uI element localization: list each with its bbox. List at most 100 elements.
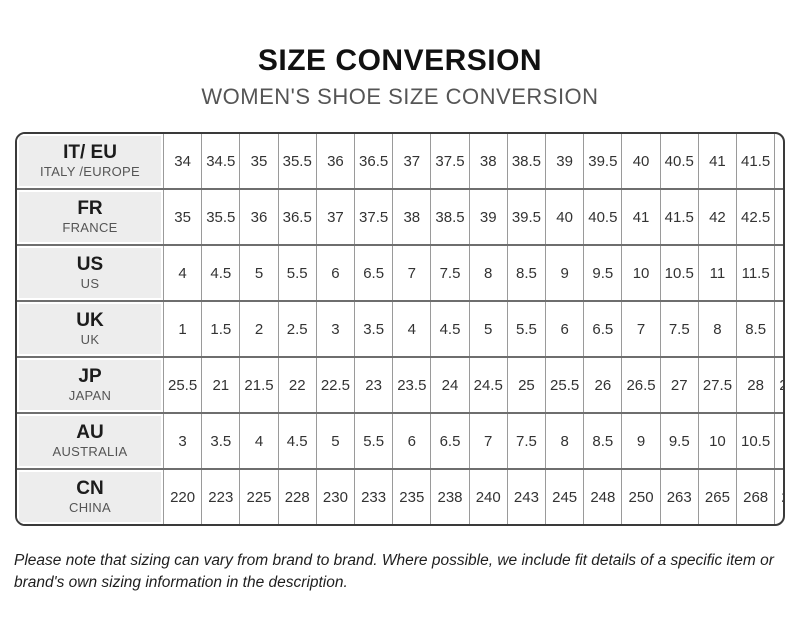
row-header: UK UK (17, 300, 164, 357)
size-cell: 5.5 (506, 300, 546, 357)
size-cell: 39 (545, 134, 584, 189)
size-cell: 40.5 (583, 188, 622, 245)
size-cell: 5.5 (277, 244, 317, 301)
size-cell: 1.5 (201, 300, 240, 357)
row-code-label: IT/ EU (63, 142, 117, 163)
size-cell: 39.5 (506, 188, 546, 245)
size-cell: 4.5 (201, 244, 240, 301)
size-cell: 39.5 (583, 134, 622, 189)
size-cell: 38 (468, 134, 508, 189)
size-cell: 34 (162, 134, 202, 189)
size-cell: 6 (315, 244, 355, 301)
size-cell: 22.5 (315, 356, 355, 413)
size-conversion-table: IT/ EU ITALY /EUROPE 34 34.5 35 35.5 36 36.5 37 3… (17, 134, 783, 524)
size-cell: 12 (774, 244, 783, 301)
size-cell: 11.5 (736, 244, 775, 301)
size-cell: 41.5 (736, 134, 775, 189)
size-cell: 35 (162, 188, 202, 245)
row-code-label: FR (77, 198, 103, 219)
size-cell: 6.5 (354, 244, 393, 301)
size-cell: 238 (430, 468, 470, 524)
table-row: AU AUSTRALIA 3 3.5 4 4.5 5 5.5 6 6.5 7 7.5 8 8.5 9 9.5 1… (17, 412, 783, 469)
size-cell: 8 (468, 244, 508, 301)
size-cell: 248 (583, 468, 622, 524)
size-cell: 25.5 (545, 356, 584, 413)
size-cell: 36 (315, 134, 355, 189)
size-cell: 10.5 (736, 412, 775, 469)
size-cell: 11 (774, 412, 783, 469)
size-cell: 28 (736, 356, 775, 413)
size-cell: 41 (621, 188, 661, 245)
size-cell: 42 (697, 188, 737, 245)
size-cell: 40.5 (659, 134, 699, 189)
size-cell: 7.5 (659, 300, 699, 357)
size-cell: 25 (506, 356, 546, 413)
size-cell: 35 (239, 134, 279, 189)
size-cell: 7 (468, 412, 508, 469)
size-cell: 3.5 (201, 412, 240, 469)
size-cell: 4.5 (277, 412, 317, 469)
size-cell: 37 (315, 188, 355, 245)
row-header: FR FRANCE (17, 188, 164, 245)
size-cell: 37.5 (354, 188, 393, 245)
size-cell: 4 (239, 412, 279, 469)
size-cell: 8.5 (506, 244, 546, 301)
size-cell: 5.5 (354, 412, 393, 469)
row-region-label: ITALY /EUROPE (40, 164, 140, 179)
page-subtitle: WOMEN'S SHOE SIZE CONVERSION (201, 84, 599, 109)
size-cell: 28.5 (774, 356, 783, 413)
size-cell: 36.5 (277, 188, 317, 245)
size-cell: 24.5 (468, 356, 508, 413)
size-cell: 4.5 (430, 300, 470, 357)
size-cell: 42 (774, 134, 783, 189)
size-cell: 25.5 (162, 356, 202, 413)
size-cell: 8.5 (583, 412, 622, 469)
size-cell: 36 (239, 188, 279, 245)
page-title: SIZE CONVERSION (257, 44, 543, 77)
row-code-label: JP (78, 366, 102, 387)
row-header: CN CHINA (17, 468, 164, 524)
size-cell: 23.5 (392, 356, 431, 413)
table-row: CN CHINA 220 223 225 228 230 233 235 238 240 243 245… (17, 468, 783, 524)
size-cell: 8 (545, 412, 584, 469)
size-cell: 1 (162, 300, 202, 357)
size-cell: 24 (430, 356, 470, 413)
table-row: US US 4 4.5 5 5.5 6 6.5 7 7.5 8 8.5 9 9.5 10 10.5 11 11.5… (17, 244, 783, 301)
size-cell: 22 (277, 356, 317, 413)
size-cell: 37.5 (430, 134, 470, 189)
row-code-label: AU (76, 422, 104, 443)
size-cell: 5 (468, 300, 508, 357)
size-cell: 34.5 (201, 134, 240, 189)
row-code-label: UK (76, 310, 104, 331)
size-cell: 223 (201, 468, 240, 524)
size-cell: 8 (697, 300, 737, 357)
size-cell: 245 (545, 468, 584, 524)
size-cell: 9 (545, 244, 584, 301)
row-header: US US (17, 244, 164, 301)
size-cell: 6.5 (583, 300, 622, 357)
table-row: JP JAPAN 25.5 21 21.5 22 22.5 23 23.5 24 24.5 25 25.… (17, 356, 783, 413)
size-cell: 9.5 (583, 244, 622, 301)
size-cell: 27 (659, 356, 699, 413)
size-cell: 6 (392, 412, 431, 469)
size-cell: 10.5 (659, 244, 699, 301)
size-cell: 4 (162, 244, 202, 301)
size-cell: 265 (697, 468, 737, 524)
size-cell: 240 (468, 468, 508, 524)
size-cell: 7.5 (506, 412, 546, 469)
size-cell: 263 (659, 468, 699, 524)
row-region-label: UK (80, 332, 100, 347)
size-cell: 3 (162, 412, 202, 469)
size-cell: 7 (621, 300, 661, 357)
row-header: AU AUSTRALIA (17, 412, 164, 469)
row-region-label: JAPAN (68, 388, 112, 403)
row-code-label: US (76, 254, 104, 275)
row-code-label: CN (76, 478, 104, 499)
size-cell: 5 (239, 244, 279, 301)
size-cell: 3 (315, 300, 355, 357)
size-cell: 38 (392, 188, 431, 245)
size-cell: 21.5 (239, 356, 279, 413)
size-cell: 250 (621, 468, 661, 524)
